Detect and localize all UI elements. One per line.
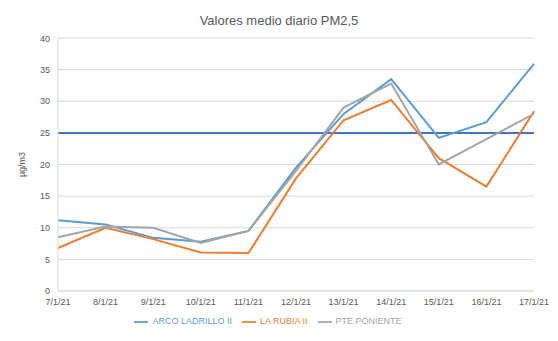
html-text:LA RUBIA II: LA RUBIA II xyxy=(260,316,308,327)
svg-text:0: 0 xyxy=(45,286,50,296)
svg-text:µg/m3: µg/m3 xyxy=(17,152,27,177)
svg-text:7/1/21: 7/1/21 xyxy=(45,297,70,307)
html-text:Valores medio diario PM2,5: Valores medio diario PM2,5 xyxy=(199,13,359,28)
svg-text:9/1/21: 9/1/21 xyxy=(141,297,166,307)
svg-text:16/1/21: 16/1/21 xyxy=(471,297,501,307)
svg-text:35: 35 xyxy=(40,65,50,75)
svg-text:8/1/21: 8/1/21 xyxy=(93,297,118,307)
svg-text:40: 40 xyxy=(40,34,50,44)
svg-text:20: 20 xyxy=(40,160,50,170)
svg-text:30: 30 xyxy=(40,96,50,106)
svg-text:10: 10 xyxy=(40,223,50,233)
html-text:ARCO LADRILLO II: ARCO LADRILLO II xyxy=(152,316,232,327)
html-text:PTE PONIENTE: PTE PONIENTE xyxy=(335,316,402,327)
svg-text:12/1/21: 12/1/21 xyxy=(281,297,311,307)
svg-text:13/1/21: 13/1/21 xyxy=(329,297,359,307)
svg-text:5: 5 xyxy=(45,255,50,265)
svg-text:17/1/21: 17/1/21 xyxy=(519,297,549,307)
svg-text:15/1/21: 15/1/21 xyxy=(424,297,454,307)
svg-text:10/1/21: 10/1/21 xyxy=(186,297,216,307)
svg-text:11/1/21: 11/1/21 xyxy=(234,297,263,307)
svg-text:25: 25 xyxy=(40,128,50,138)
svg-text:15: 15 xyxy=(40,191,50,201)
svg-text:14/1/21: 14/1/21 xyxy=(376,297,406,307)
